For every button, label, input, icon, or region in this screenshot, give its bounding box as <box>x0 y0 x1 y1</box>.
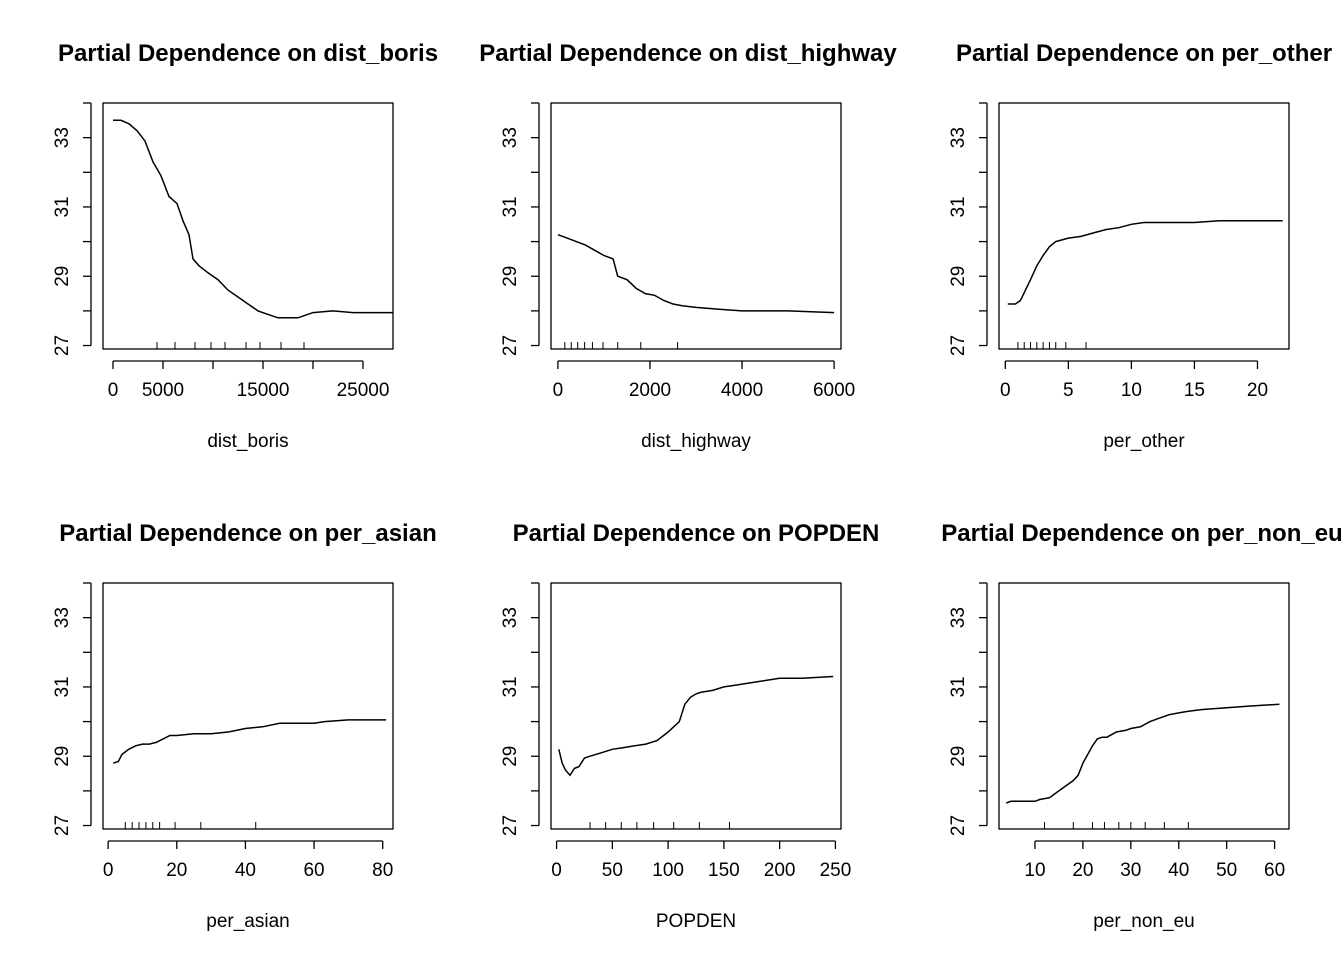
x-tick-label: 80 <box>372 860 393 881</box>
plot-frame <box>102 102 394 350</box>
x-tick-label: 2000 <box>629 380 671 401</box>
chart-title: Partial Dependence on dist_highway <box>479 40 897 67</box>
panel-3: Partial Dependence on per_other 27 29 31 33 0… <box>948 40 1332 452</box>
y-tick-label: 29 <box>948 746 969 767</box>
x-tick-label: 100 <box>652 860 684 881</box>
y-tick-label: 33 <box>52 127 73 148</box>
x-tick-label: 0 <box>551 860 562 881</box>
x-tick-label: 20 <box>1072 860 1093 881</box>
y-tick-label: 29 <box>52 746 73 767</box>
x-tick-label: 4000 <box>721 380 763 401</box>
x-tick-label: 40 <box>235 860 256 881</box>
x-axis-label: per_other <box>1103 431 1185 452</box>
x-tick-label: 200 <box>764 860 796 881</box>
x-tick-label: 60 <box>303 860 324 881</box>
chart-title: Partial Dependence on POPDEN <box>513 520 880 547</box>
x-tick-label: 0 <box>108 380 119 401</box>
y-tick-label: 27 <box>948 335 969 356</box>
plot-frame <box>550 582 842 830</box>
panel-2: Partial Dependence on dist_highway 27 29 31… <box>479 40 897 452</box>
y-tick-label: 29 <box>500 266 521 287</box>
x-tick-label: 10 <box>1121 380 1142 401</box>
x-tick-label: 20 <box>166 860 187 881</box>
x-tick-label: 0 <box>1000 380 1011 401</box>
plot-frame <box>998 582 1290 830</box>
x-tick-label: 50 <box>602 860 623 881</box>
y-tick-label: 33 <box>500 127 521 148</box>
panel-1: Partial Dependence on dist_boris 27 29 31 33… <box>52 40 438 452</box>
x-tick-label: 15000 <box>237 380 290 401</box>
y-tick-label: 27 <box>52 815 73 836</box>
chart-title: Partial Dependence on per_asian <box>59 520 436 547</box>
panel-6: Partial Dependence on per_non_eu 27 29 31 33… <box>941 520 1342 932</box>
x-tick-label: 250 <box>820 860 852 881</box>
x-tick-label: 0 <box>103 860 114 881</box>
partial-dependence-line <box>1007 220 1283 305</box>
y-tick-label: 31 <box>500 676 521 697</box>
x-tick-label: 15 <box>1184 380 1205 401</box>
y-tick-label: 31 <box>52 196 73 217</box>
y-tick-label: 29 <box>500 746 521 767</box>
x-tick-label: 30 <box>1120 860 1141 881</box>
partial-dependence-line <box>1005 703 1280 804</box>
x-tick-label: 5000 <box>142 380 184 401</box>
x-axis-label: dist_highway <box>641 431 751 452</box>
x-tick-label: 25000 <box>337 380 390 401</box>
plot-frame <box>998 102 1290 350</box>
x-tick-label: 150 <box>708 860 740 881</box>
x-axis-label: dist_boris <box>207 431 288 452</box>
y-tick-label: 31 <box>500 196 521 217</box>
panel-4: Partial Dependence on per_asian 27 29 31 33 0… <box>52 520 437 932</box>
panel-5: Partial Dependence on POPDEN 27 29 31 33 0 50 1… <box>500 520 879 932</box>
x-axis-label: per_asian <box>206 911 289 932</box>
y-tick-label: 33 <box>500 607 521 628</box>
y-tick-label: 29 <box>52 266 73 287</box>
chart-title: Partial Dependence on dist_boris <box>58 40 438 67</box>
y-tick-label: 27 <box>948 815 969 836</box>
y-tick-label: 27 <box>52 335 73 356</box>
y-tick-label: 33 <box>948 127 969 148</box>
y-tick-label: 27 <box>500 815 521 836</box>
partial-dependence-line <box>113 119 393 319</box>
y-tick-label: 31 <box>948 676 969 697</box>
x-tick-label: 0 <box>553 380 564 401</box>
y-tick-label: 29 <box>948 266 969 287</box>
x-tick-label: 60 <box>1264 860 1285 881</box>
partial-dependence-line <box>557 233 835 314</box>
partial-dependence-line <box>113 719 387 764</box>
plot-frame <box>550 102 842 350</box>
x-tick-label: 50 <box>1216 860 1237 881</box>
y-tick-label: 33 <box>948 607 969 628</box>
x-axis-label: POPDEN <box>656 911 736 932</box>
x-tick-label: 6000 <box>813 380 855 401</box>
plot-frame <box>102 582 394 830</box>
y-tick-label: 33 <box>52 607 73 628</box>
chart-title: Partial Dependence on per_other <box>956 40 1332 67</box>
x-tick-label: 10 <box>1024 860 1045 881</box>
y-tick-label: 27 <box>500 335 521 356</box>
x-axis-label: per_non_eu <box>1093 911 1194 932</box>
partial-dependence-line <box>558 675 834 777</box>
x-tick-label: 5 <box>1063 380 1074 401</box>
x-tick-label: 20 <box>1247 380 1268 401</box>
y-tick-label: 31 <box>52 676 73 697</box>
chart-title: Partial Dependence on per_non_eu <box>941 520 1342 547</box>
x-tick-label: 40 <box>1168 860 1189 881</box>
y-tick-label: 31 <box>948 196 969 217</box>
